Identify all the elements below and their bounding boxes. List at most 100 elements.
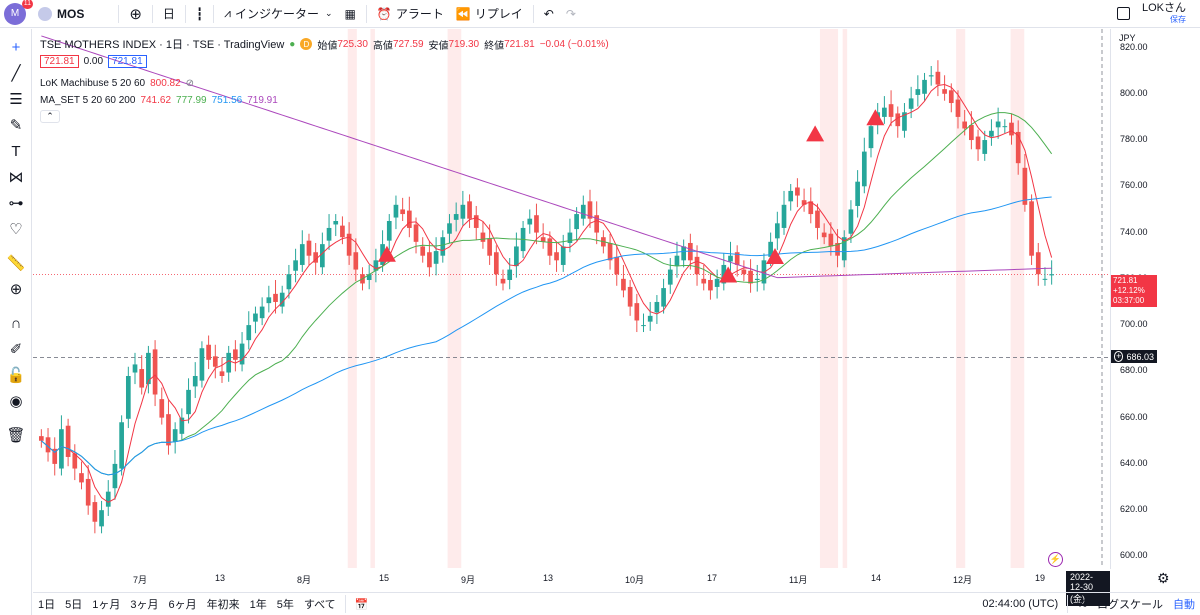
settings-gear-icon[interactable]: ⚙ (1157, 570, 1170, 586)
chart-type-button[interactable]: ┇ (190, 0, 209, 28)
indicator-legend-2[interactable]: MA_SET 5 20 60 200 741.62 777.99 751.56 … (40, 95, 283, 106)
candle-body (607, 242, 613, 261)
time-tick: 7月 (133, 575, 148, 585)
candle-body (313, 252, 319, 263)
candle-body (1002, 126, 1008, 128)
ma5-value: 741.62 (140, 95, 172, 106)
range-button-3[interactable]: 3ヶ月 (130, 599, 159, 611)
layout-save-checkbox[interactable] (1111, 0, 1136, 28)
collapse-legend-button[interactable]: ⌃ (40, 110, 60, 123)
avatar[interactable]: M 11 (4, 0, 33, 25)
text-icon[interactable]: T (11, 142, 21, 160)
range-button-2[interactable]: 1ヶ月 (92, 599, 121, 611)
eye-icon[interactable]: ◉ (9, 393, 23, 410)
range-button-8[interactable]: すべて (303, 599, 336, 611)
magnet-icon[interactable]: ∩ (10, 314, 22, 332)
ask-box[interactable]: 721.81 (108, 55, 147, 68)
indicator-name: LoK Machibuse 5 20 60 (40, 78, 146, 89)
candle-body (861, 151, 867, 187)
add-symbol-button[interactable]: ⊕ (123, 0, 148, 28)
range-button-7[interactable]: 5年 (276, 599, 294, 611)
close-value: 721.81 (504, 38, 535, 50)
highlight-band (370, 29, 375, 568)
market-status-dot: ● (289, 38, 296, 50)
percent-toggle[interactable]: % (1077, 598, 1087, 610)
candle-body (821, 232, 827, 238)
fib-icon[interactable]: ☰ (9, 91, 23, 108)
candle-body (694, 256, 700, 275)
candle-body (146, 352, 151, 385)
plus-circle-icon: ⊕ (129, 5, 142, 23)
candle-body (266, 297, 272, 304)
candle-body (768, 241, 773, 257)
range-button-0[interactable]: 1日 (38, 599, 56, 611)
candle-body (848, 209, 854, 234)
highlight-band (1010, 29, 1025, 568)
heart-icon[interactable]: ♡ (9, 221, 23, 238)
divider (151, 4, 153, 23)
range-button-4[interactable]: 6ヶ月 (168, 599, 197, 611)
range-button-5[interactable]: 年初来 (206, 599, 240, 611)
zoom-icon[interactable]: ⊕ (9, 281, 23, 298)
time-tick: 10月 (625, 575, 645, 585)
high-label: 高値 (372, 40, 393, 52)
alert-button[interactable]: ⏰ アラート (371, 0, 450, 28)
price-scale[interactable]: JPY 820.00800.00780.00760.00740.00720.00… (1110, 29, 1200, 569)
candle-body (688, 242, 693, 261)
time-tick: 19 (1035, 573, 1046, 583)
candle-body (995, 121, 1001, 128)
time-axis[interactable]: 2022-12-30 (金) 7月 13 8月 15 9月 13 10月 17 11月 14 12月… (33, 568, 1110, 606)
utc-clock[interactable]: 02:44:00 (UTC) (982, 598, 1059, 610)
signal-triangle (765, 248, 784, 265)
candle-body (734, 252, 740, 265)
interval-button[interactable]: 日 (157, 0, 181, 28)
symbol-search[interactable]: MOS (32, 0, 90, 28)
lock-draw-icon[interactable]: ✐ (9, 341, 23, 358)
auto-scale-toggle[interactable]: 自動 (1173, 599, 1195, 611)
undo-button[interactable]: ↶ (538, 0, 560, 28)
candle-body (393, 204, 399, 218)
indicators-label: インジケーター (234, 7, 319, 21)
range-button-6[interactable]: 1年 (249, 599, 267, 611)
candle-body (45, 437, 51, 453)
replay-button[interactable]: ⏪ リプレイ (450, 0, 529, 28)
candle-body (226, 352, 232, 373)
candle-body (433, 251, 439, 264)
price-tick: 760.00 (1120, 180, 1148, 191)
alert-label: アラート (395, 7, 444, 21)
grid-icon: ▦ (344, 6, 356, 21)
trash-icon[interactable]: 🗑 (6, 427, 26, 444)
goto-date-icon[interactable]: 📅 (354, 598, 369, 611)
crosshair-icon[interactable]: + (11, 38, 21, 56)
layout-button[interactable]: ▦ (339, 0, 362, 28)
bid-box[interactable]: 721.81 (40, 55, 79, 68)
candle-body (661, 288, 666, 307)
ruler-icon[interactable]: 📏 (6, 255, 26, 272)
pattern-icon[interactable]: ⋈ (8, 169, 24, 186)
currency-label[interactable]: JPY (1119, 33, 1136, 43)
interval-icon: 日 (162, 7, 175, 21)
legend-main: TSE MOTHERS INDEX · 1日 · TSE · TradingVi… (40, 36, 614, 52)
candle-body (85, 478, 91, 506)
redo-button[interactable]: ↷ (560, 0, 582, 28)
user-layout[interactable]: LOKさん 保存 (1136, 0, 1200, 28)
lock-icon[interactable]: 🔓 (6, 367, 26, 384)
log-scale-toggle[interactable]: ログスケール (1097, 599, 1163, 611)
indicators-button[interactable]: ⩘ インジケーター ⌄ (218, 0, 338, 28)
candle-body (453, 214, 459, 220)
price-tick: 620.00 (1120, 504, 1148, 515)
candle-body (647, 315, 653, 322)
range-button-1[interactable]: 5日 (65, 599, 83, 611)
indicator-legend-1[interactable]: LoK Machibuse 5 20 60 800.82 ⊘ (40, 78, 199, 89)
measure-tools-icon[interactable]: ⊶ (8, 195, 24, 212)
price-chart[interactable] (33, 29, 1110, 568)
brush-icon[interactable]: ✎ (9, 117, 23, 134)
candle-body (480, 232, 486, 242)
candle-body (654, 301, 660, 313)
trendline-icon[interactable]: ╱ (11, 65, 21, 82)
candle-body (922, 79, 927, 94)
lightning-icon[interactable]: ⚡ (1048, 552, 1063, 567)
change-value: −0.04 (−0.01%) (539, 38, 609, 50)
plus-icon[interactable]: + (1114, 351, 1124, 362)
candle-body (112, 463, 118, 489)
